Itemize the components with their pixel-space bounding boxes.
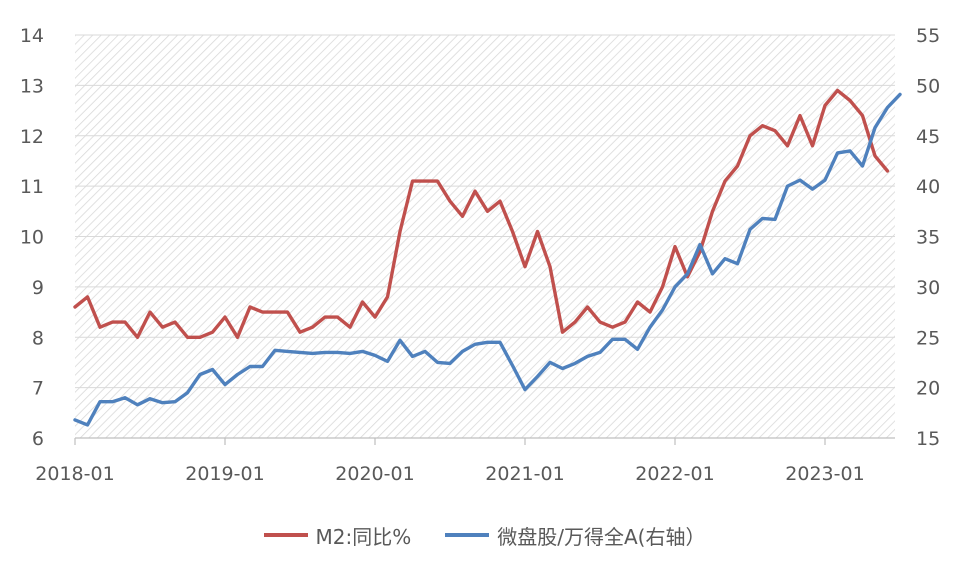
y-right-tick-label: 20 xyxy=(916,378,940,400)
legend-swatch-microcap-ratio xyxy=(445,533,490,537)
y-left-tick-label: 11 xyxy=(20,176,44,198)
y-right-tick-label: 40 xyxy=(916,176,940,198)
legend-label-m2: M2:同比% xyxy=(315,524,412,549)
y-left-tick-label: 10 xyxy=(20,227,44,249)
legend-item-m2: M2:同比% xyxy=(263,521,412,550)
x-tick-label: 2022-01 xyxy=(635,463,714,485)
y-left-tick-label: 7 xyxy=(32,378,44,400)
y-right-tick-label: 35 xyxy=(916,227,940,249)
y-left-tick-label: 9 xyxy=(32,277,44,299)
legend-label-microcap-ratio: 微盘股/万得全A(右轴） xyxy=(497,524,706,549)
x-tick-label: 2019-01 xyxy=(185,463,264,485)
y-right-tick-label: 15 xyxy=(916,428,940,450)
legend: M2:同比% 微盘股/万得全A(右轴） xyxy=(0,517,969,553)
y-left-tick-label: 8 xyxy=(32,327,44,349)
y-axis-right: 15 20 25 30 35 40 45 50 55 xyxy=(916,25,940,450)
y-axis-left: 6 7 8 9 10 11 12 13 14 xyxy=(20,25,44,450)
series-layer xyxy=(73,88,902,427)
series-line-microcap-ratio xyxy=(73,92,902,427)
y-left-tick-label: 12 xyxy=(20,126,44,148)
x-tick-label: 2023-01 xyxy=(785,463,864,485)
x-axis: 2018-01 2019-01 2020-01 2021-01 2022-01 2023-… xyxy=(35,437,895,485)
y-right-tick-label: 30 xyxy=(916,277,940,299)
legend-item-microcap-ratio: 微盘股/万得全A(右轴） xyxy=(445,521,705,550)
y-left-tick-label: 14 xyxy=(20,25,44,47)
y-right-tick-label: 50 xyxy=(916,75,940,97)
x-tick-label: 2020-01 xyxy=(335,463,414,485)
y-right-tick-label: 25 xyxy=(916,327,940,349)
series-line-m2 xyxy=(73,88,890,339)
x-tick-label: 2021-01 xyxy=(485,463,564,485)
legend-swatch-m2 xyxy=(263,533,308,537)
y-right-tick-label: 45 xyxy=(916,126,940,148)
y-left-tick-label: 6 xyxy=(32,428,44,450)
x-tick-label: 2018-01 xyxy=(35,463,114,485)
y-left-tick-label: 13 xyxy=(20,75,44,97)
y-right-tick-label: 55 xyxy=(916,25,940,47)
